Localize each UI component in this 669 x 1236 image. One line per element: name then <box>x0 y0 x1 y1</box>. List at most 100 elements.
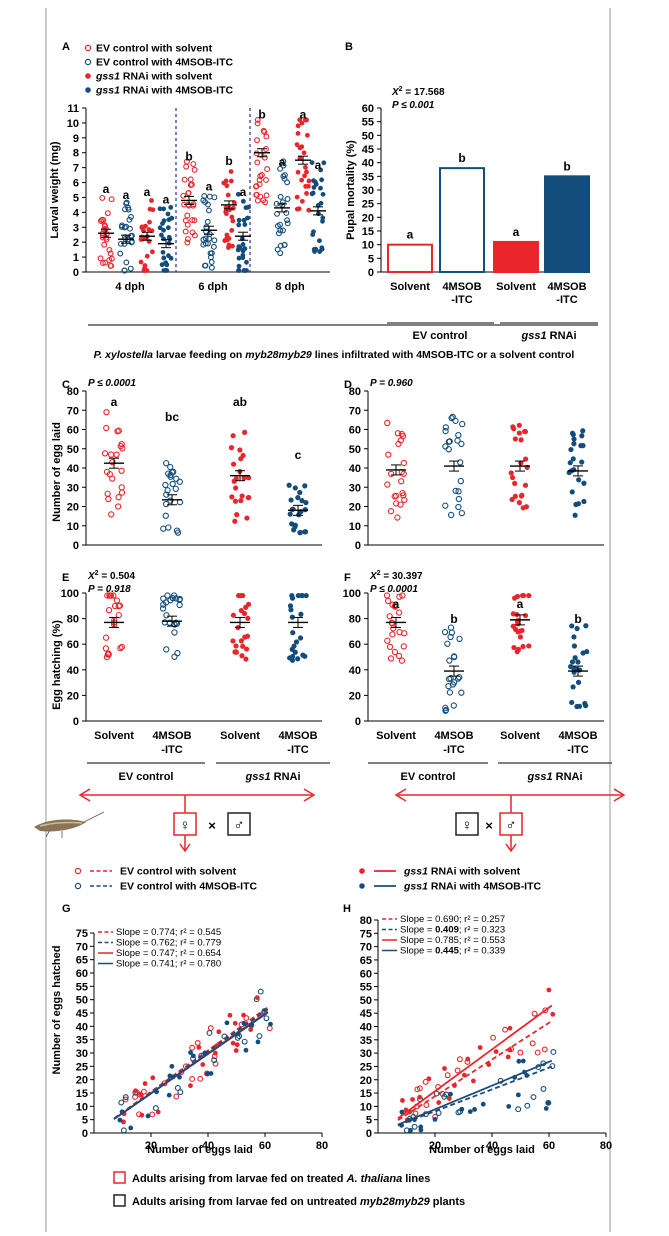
x-tick-label: -ITC <box>556 294 577 306</box>
y-tick-label: 80 <box>349 614 361 626</box>
data-point <box>284 179 291 186</box>
x-tick-label: -ITC <box>287 744 308 756</box>
regression-stat: Slope = 0.445; r² = 0.339 <box>400 946 505 957</box>
x-tick-label: 60 <box>259 1140 271 1152</box>
data-point <box>161 236 166 242</box>
y-tick-label: 80 <box>360 915 372 927</box>
data-point <box>118 484 125 491</box>
data-point <box>445 438 453 445</box>
data-point <box>159 232 164 238</box>
data-point <box>128 213 134 220</box>
data-point <box>138 259 144 265</box>
data-point <box>571 634 577 640</box>
data-point <box>108 262 115 269</box>
data-point <box>241 1038 248 1045</box>
significance-letter: a <box>206 179 213 193</box>
data-point <box>167 471 174 479</box>
data-point <box>263 133 270 140</box>
data-point <box>228 178 234 184</box>
data-point <box>442 1066 447 1071</box>
data-point <box>442 424 449 431</box>
data-point <box>239 493 245 499</box>
mid-legend-ev-solvent: EV control with solvent <box>120 866 237 878</box>
data-point <box>457 459 464 466</box>
y-tick-label: 3 <box>73 222 79 234</box>
data-point <box>216 1029 222 1035</box>
data-point <box>206 1029 213 1036</box>
data-point <box>531 1010 538 1017</box>
x-axis-label-h: Number of eggs laid <box>429 1144 535 1156</box>
data-point <box>432 1117 438 1122</box>
data-point <box>115 494 122 501</box>
y-axis-label-b: Pupal mortality (%) <box>345 140 357 240</box>
data-point <box>574 625 580 632</box>
data-point <box>243 646 250 652</box>
data-point <box>575 659 581 665</box>
data-point <box>418 1124 424 1130</box>
bottom-legend-untreated: Adults arising from larvae fed on untrea… <box>132 1196 465 1208</box>
data-point <box>171 653 178 660</box>
data-point <box>400 459 407 467</box>
data-point <box>520 1058 526 1064</box>
y-tick-label: 2 <box>73 237 79 249</box>
regression-stat: Slope = 0.741; r² = 0.780 <box>116 959 221 970</box>
data-point <box>202 262 209 269</box>
data-point <box>165 524 172 531</box>
y-tick-label: 7 <box>73 163 79 175</box>
y-tick-label: 40 <box>67 665 79 677</box>
data-point <box>422 1078 429 1085</box>
stat-p-b: P ≤ 0.001 <box>392 100 435 111</box>
data-point <box>286 482 292 488</box>
data-point <box>232 1020 238 1026</box>
data-point <box>456 635 463 642</box>
data-point <box>583 703 589 709</box>
data-point <box>477 1045 483 1050</box>
data-point <box>465 1056 471 1062</box>
data-point <box>516 430 522 436</box>
data-point <box>446 657 453 664</box>
y-tick-label: 60 <box>67 425 79 437</box>
data-point <box>184 239 191 246</box>
regression-line <box>113 1011 269 1120</box>
data-point <box>283 209 290 216</box>
data-point <box>123 259 130 266</box>
data-point <box>109 475 116 482</box>
panel-letter-e: E <box>62 572 69 584</box>
data-point <box>570 684 576 690</box>
data-point <box>518 437 524 443</box>
data-point <box>122 206 128 213</box>
data-point <box>122 1096 129 1103</box>
x-tick-label: -ITC <box>567 744 588 756</box>
data-point <box>184 236 191 242</box>
legend-ev-solvent: EV control with solvent <box>96 43 213 55</box>
data-point <box>233 1048 239 1053</box>
data-point <box>386 613 393 620</box>
y-tick-label: 25 <box>362 199 374 211</box>
data-point <box>529 1040 536 1047</box>
data-point <box>309 160 315 165</box>
data-point <box>303 164 308 170</box>
y-tick-label: 50 <box>360 995 372 1007</box>
data-point <box>119 445 126 452</box>
y-tick-label: 0 <box>82 1128 88 1140</box>
data-point <box>384 481 391 488</box>
y-tick-label: 60 <box>360 968 372 980</box>
data-point <box>583 623 589 629</box>
data-point <box>115 503 122 510</box>
y-tick-label: 9 <box>73 133 79 145</box>
y-tick-label: 20 <box>360 1075 372 1087</box>
y-tick-label: 75 <box>360 928 372 940</box>
y-tick-label: 10 <box>349 521 361 533</box>
male-symbol-left: ♂ <box>233 817 244 834</box>
group-label-6dph: 6 dph <box>198 281 228 293</box>
y-tick-label: 60 <box>362 103 374 115</box>
data-point <box>162 512 169 519</box>
data-point <box>243 604 249 610</box>
data-point <box>107 250 114 257</box>
data-point <box>569 489 575 495</box>
data-point <box>297 635 304 641</box>
data-point <box>147 206 153 212</box>
data-point <box>295 495 301 501</box>
data-point <box>290 630 296 636</box>
data-point <box>254 995 260 1000</box>
